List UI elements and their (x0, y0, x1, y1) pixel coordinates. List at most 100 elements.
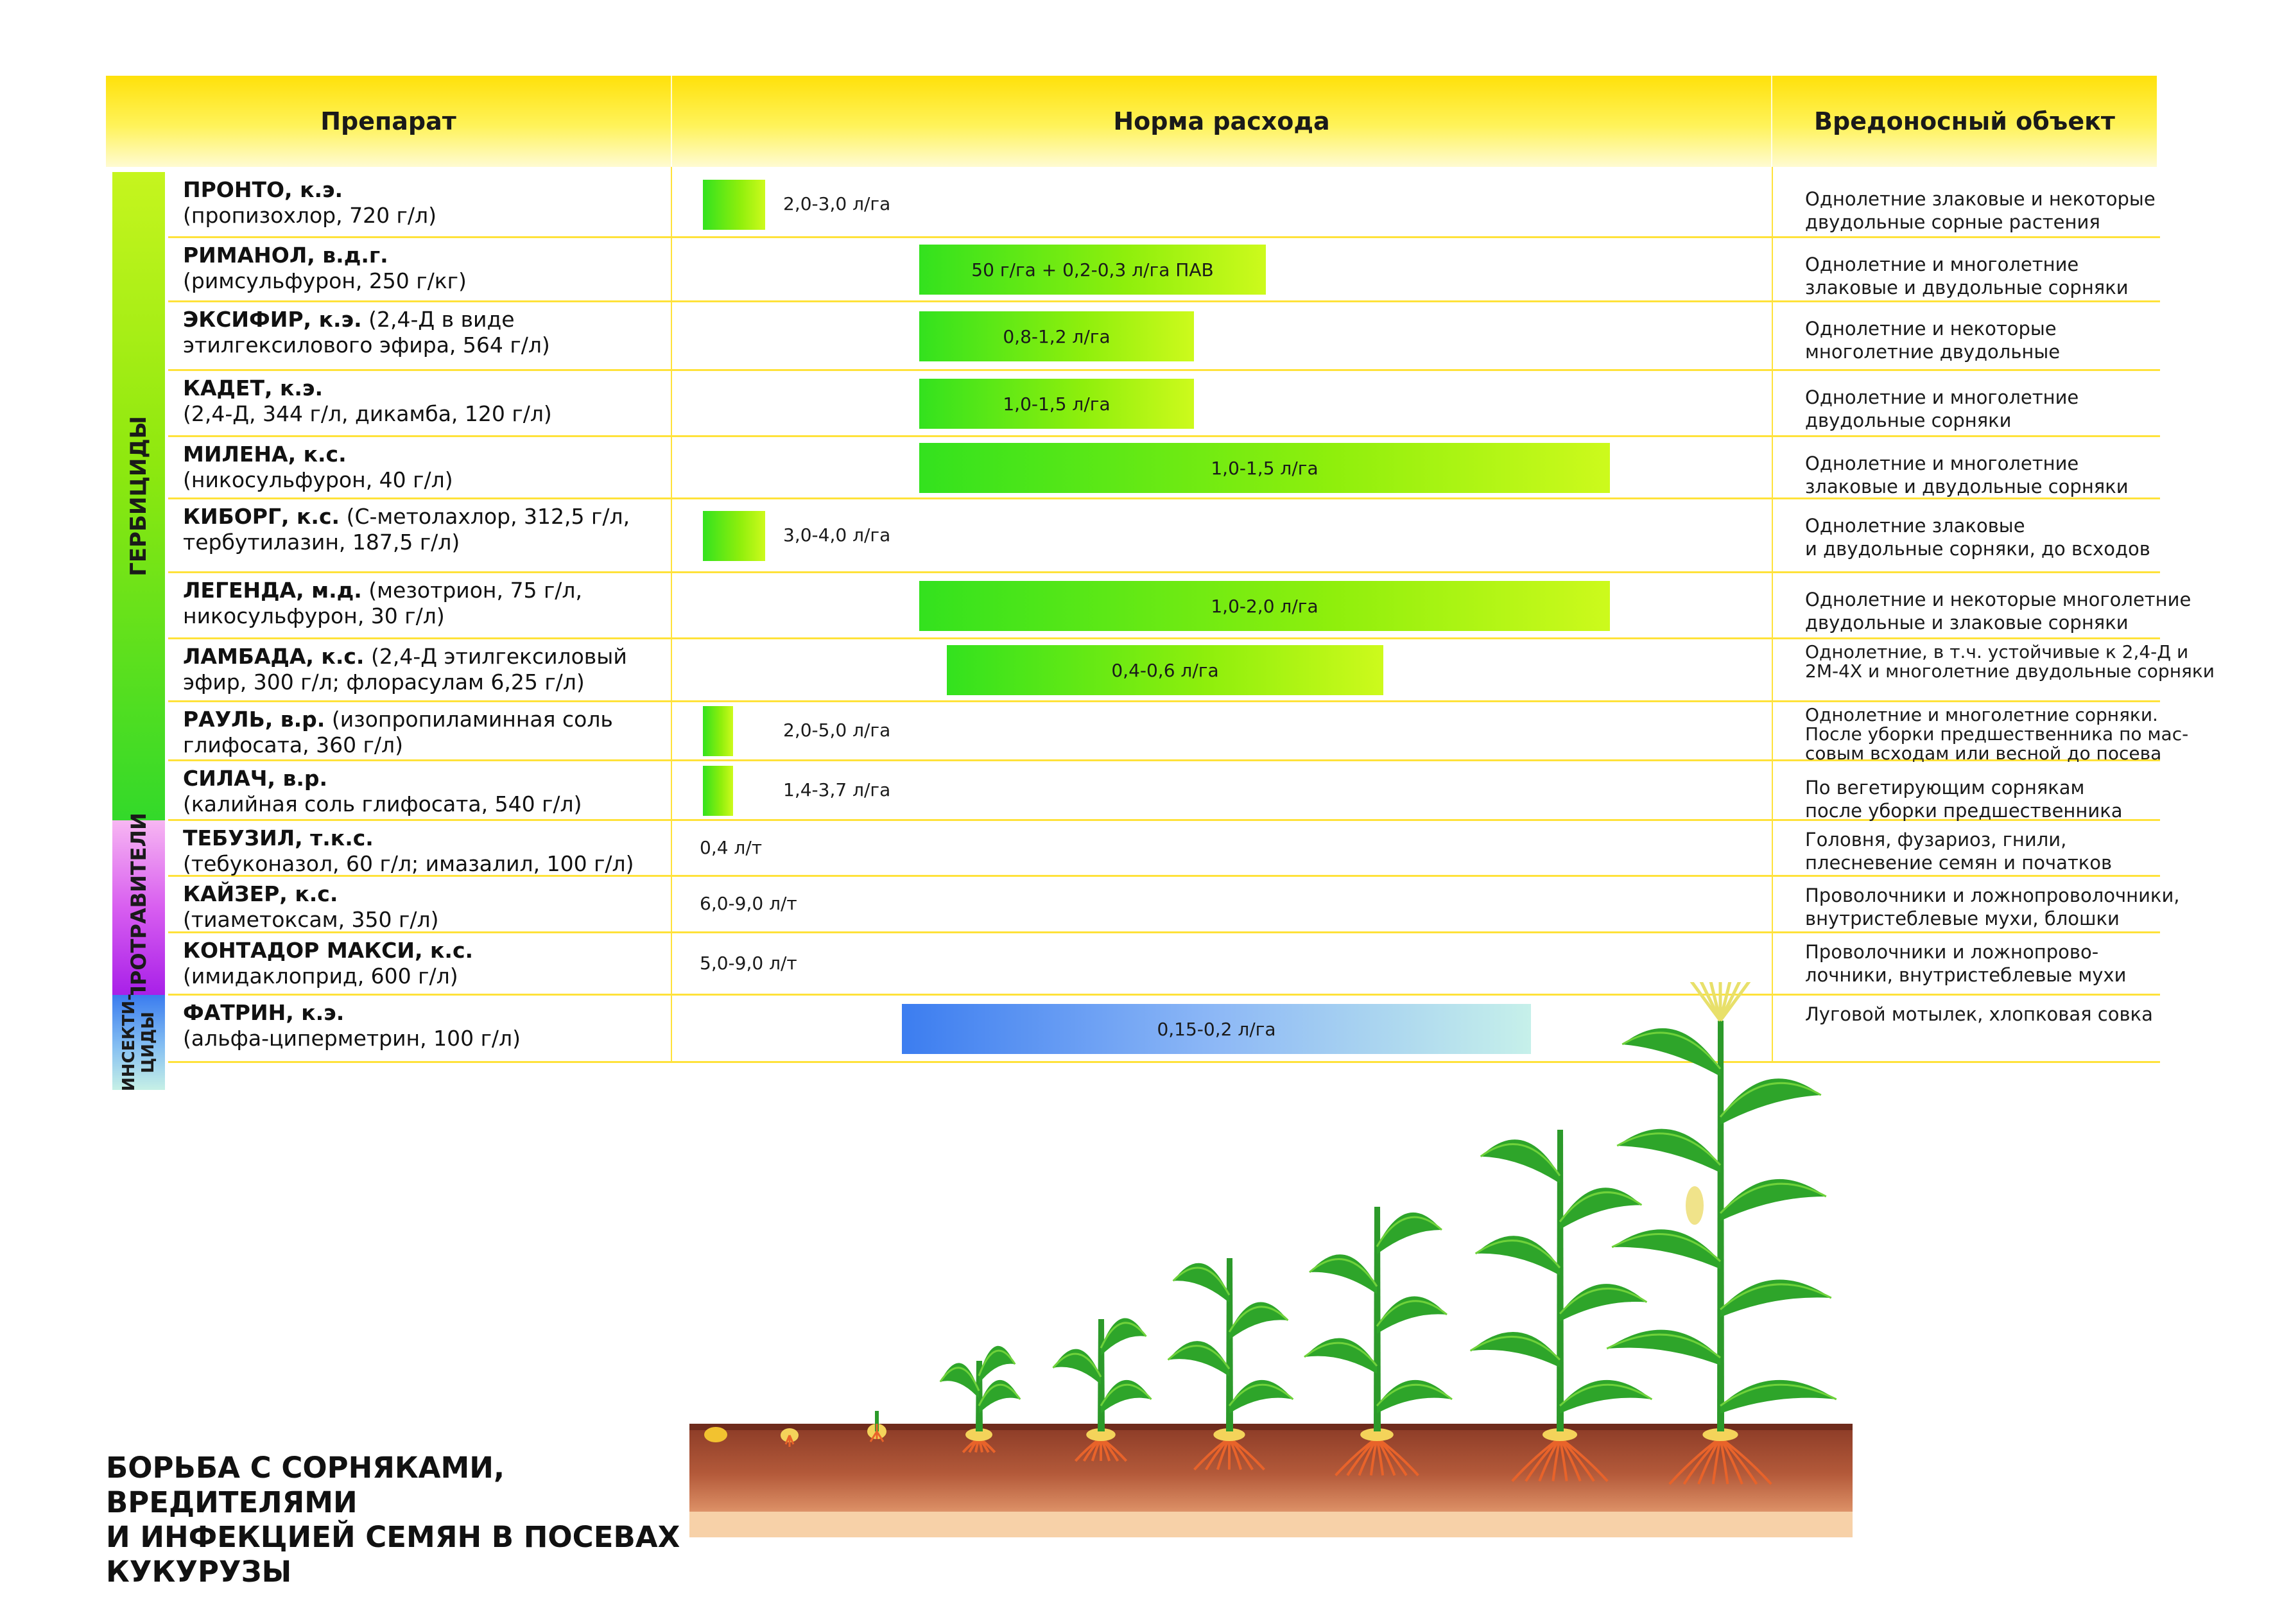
table-row: ЛАМБАДА, к.с. (2,4-Д этилгексиловый эфир,… (0, 639, 2282, 702)
drug-detail: (мезотрион, 75 г/л, (361, 578, 582, 603)
drug-cell: ЛЕГЕНДА, м.д. (мезотрион, 75 г/л, никосул… (183, 578, 671, 629)
drug-cell: РИМАНОЛ, в.д.г. (римсульфурон, 250 г/кг) (183, 243, 671, 294)
header-divider (671, 76, 672, 167)
target-line: Однолетние и некоторые (1805, 318, 2057, 340)
header-drug: Препарат (320, 107, 456, 135)
drug-name: КИБОРГ, к.с. (183, 504, 340, 529)
drug-composition: (2,4-Д, 344 г/л, дикамба, 120 г/л) (183, 401, 552, 426)
drug-detail: (2,4-Д в виде (361, 307, 515, 332)
rate-bar (703, 511, 765, 561)
drug-name: ФАТРИН, к.э. (183, 1000, 345, 1025)
rate-bar (703, 706, 733, 756)
page-title-line: БОРЬБА С СОРНЯКАМИ, ВРЕДИТЕЛЯМИ (106, 1451, 505, 1519)
target-cell: Однолетние и многолетние злаковые и двудо… (1805, 452, 2280, 498)
table-row: ТЕБУЗИЛ, т.к.с. (тебуконазол, 60 г/л; има… (0, 820, 2282, 876)
target-line: Однолетние и некоторые многолетние (1805, 589, 2191, 610)
target-line: двудольные и злаковые сорняки (1805, 612, 2129, 634)
drug-composition: тербутилазин, 187,5 г/л) (183, 530, 460, 555)
target-line: Однолетние и многолетние (1805, 453, 2079, 474)
drug-name: ЛАМБАДА, к.с. (183, 644, 365, 669)
drug-cell: ЛАМБАДА, к.с. (2,4-Д этилгексиловый эфир,… (183, 644, 671, 695)
target-line: Головня, фузариоз, гнили, (1805, 829, 2067, 851)
drug-composition: глифосата, 360 г/л) (183, 732, 403, 757)
table-row: МИЛЕНА, к.с. (никосульфурон, 40 г/л) 1,0-1… (0, 436, 2282, 499)
target-line: плесневение семян и початков (1805, 852, 2113, 874)
target-line: после уборки предшественника (1805, 800, 2123, 822)
rate-label: 0,4 л/т (700, 837, 763, 858)
rate-label: 1,4-3,7 л/га (783, 779, 891, 800)
rate-bar: 0,15-0,2 л/га (902, 1004, 1531, 1054)
drug-cell: КОНТАДОР МАКСИ, к.с. (имидаклоприд, 600 г… (183, 938, 671, 989)
drug-cell: КАЙЗЕР, к.с. (тиаметоксам, 350 г/л) (183, 881, 671, 933)
target-cell: Однолетние злаковые и двудольные сорняки,… (1805, 514, 2280, 560)
drug-detail: (изопропиламинная соль (325, 707, 613, 732)
drug-composition: (никосульфурон, 40 г/л) (183, 467, 453, 492)
target-line: внутристеблевые мухи, блошки (1805, 908, 2120, 929)
rate-bar: 1,0-2,0 л/га (919, 581, 1610, 631)
target-line: Луговой мотылек, хлопковая совка (1805, 1003, 2153, 1025)
table-row: КАДЕТ, к.э. (2,4-Д, 344 г/л, дикамба, 120… (0, 370, 2282, 436)
target-line: Однолетние злаковые и некоторые (1805, 188, 2156, 210)
target-line: По вегетирующим сорнякам (1805, 777, 2085, 799)
header-divider (1771, 76, 1772, 167)
category-seed-treatments: ПРОТРАВИТЕЛИ (112, 813, 165, 1003)
category-herbicides: ГЕРБИЦИДЫ (112, 172, 165, 820)
target-line: Однолетние злаковые (1805, 515, 2025, 537)
table-row: ЛЕГЕНДА, м.д. (мезотрион, 75 г/л, никосул… (0, 573, 2282, 639)
drug-cell: ПРОНТО, к.э. (пропизохлор, 720 г/л) (183, 177, 671, 229)
target-line: Проволочники и ложнопроволочники, (1805, 885, 2180, 906)
row-divider (168, 300, 2160, 302)
target-cell: Однолетние и некоторые многолетние двудол… (1805, 317, 2280, 363)
column-divider (1772, 167, 1773, 1062)
target-cell: По вегетирующим сорнякам после уборки пре… (1805, 776, 2280, 822)
drug-cell: МИЛЕНА, к.с. (никосульфурон, 40 г/л) (183, 442, 671, 493)
drug-name: ТЕБУЗИЛ, т.к.с. (183, 825, 374, 851)
drug-name: ПРОНТО, к.э. (183, 177, 343, 202)
target-cell: Однолетние злаковые и некоторые двудольны… (1805, 187, 2280, 234)
table-row: ЭКСИФИР, к.э. (2,4-Д в виде этилгексилово… (0, 302, 2282, 370)
drug-name: РАУЛЬ, в.р. (183, 707, 325, 732)
row-divider (168, 819, 2160, 821)
drug-composition: эфир, 300 г/л; флорасулам 6,25 г/л) (183, 669, 585, 695)
target-cell: Проволочники и ложнопроволочники, внутрис… (1805, 884, 2280, 930)
target-line: многолетние двудольные (1805, 341, 2061, 363)
drug-name: СИЛАЧ, в.р. (183, 766, 328, 791)
target-line: злаковые и двудольные сорняки (1805, 476, 2129, 497)
drug-cell: КАДЕТ, к.э. (2,4-Д, 344 г/л, дикамба, 120… (183, 376, 671, 427)
drug-composition: (пропизохлор, 720 г/л) (183, 203, 437, 228)
target-cell: Однолетние и некоторые многолетние двудол… (1805, 588, 2280, 634)
drug-cell: СИЛАЧ, в.р. (калийная соль глифосата, 540… (183, 766, 671, 817)
target-line: Однолетние и многолетние (1805, 386, 2079, 408)
drug-name: КАДЕТ, к.э. (183, 376, 324, 401)
target-line: злаковые и двудольные сорняки (1805, 277, 2129, 298)
column-divider (671, 167, 672, 1062)
row-divider (168, 369, 2160, 371)
drug-name: МИЛЕНА, к.с. (183, 442, 347, 467)
page-title-line: КУКУРУЗЫ (106, 1555, 292, 1589)
drug-cell: ФАТРИН, к.э. (альфа-циперметрин, 100 г/л) (183, 1000, 671, 1051)
drug-detail: (С-метолахлор, 312,5 г/л, (340, 504, 630, 529)
row-divider (168, 759, 2160, 761)
drug-composition: (римсульфурон, 250 г/кг) (183, 268, 467, 293)
rate-label: 5,0-9,0 л/т (700, 953, 797, 974)
drug-composition: (калийная соль глифосата, 540 г/л) (183, 791, 582, 816)
table-header: Препарат Норма расхода Вредоносный объек… (106, 76, 2157, 167)
target-line: лочники, внутристеблевые мухи (1805, 964, 2127, 986)
drug-name: КОНТАДОР МАКСИ, к.с. (183, 938, 474, 963)
page-title: БОРЬБА С СОРНЯКАМИ, ВРЕДИТЕЛЯМИ И ИНФЕКЦ… (106, 1451, 735, 1589)
drug-name: КАЙЗЕР, к.с. (183, 881, 338, 906)
target-cell: Проволочники и ложнопрово-лочники, внутр… (1805, 940, 2280, 987)
category-insecticides: ИНСЕКТИ- ЦИДЫ (112, 994, 165, 1091)
row-divider (168, 875, 2160, 877)
rate-label: 2,0-5,0 л/га (783, 720, 891, 741)
rate-label: 6,0-9,0 л/т (700, 893, 797, 914)
table-row: СИЛАЧ, в.р. (калийная соль глифосата, 540… (0, 761, 2282, 822)
table-row: ПРОНТО, к.э. (пропизохлор, 720 г/л) 2,0-3,… (0, 172, 2282, 238)
target-line: Однолетние и многолетние сорняки. (1805, 704, 2158, 725)
drug-cell: КИБОРГ, к.с. (С-метолахлор, 312,5 г/л, те… (183, 504, 671, 555)
header-rate: Норма расхода (1113, 107, 1330, 135)
row-divider (168, 236, 2160, 238)
rate-bar: 0,8-1,2 л/га (919, 311, 1194, 361)
row-divider (168, 571, 2160, 573)
